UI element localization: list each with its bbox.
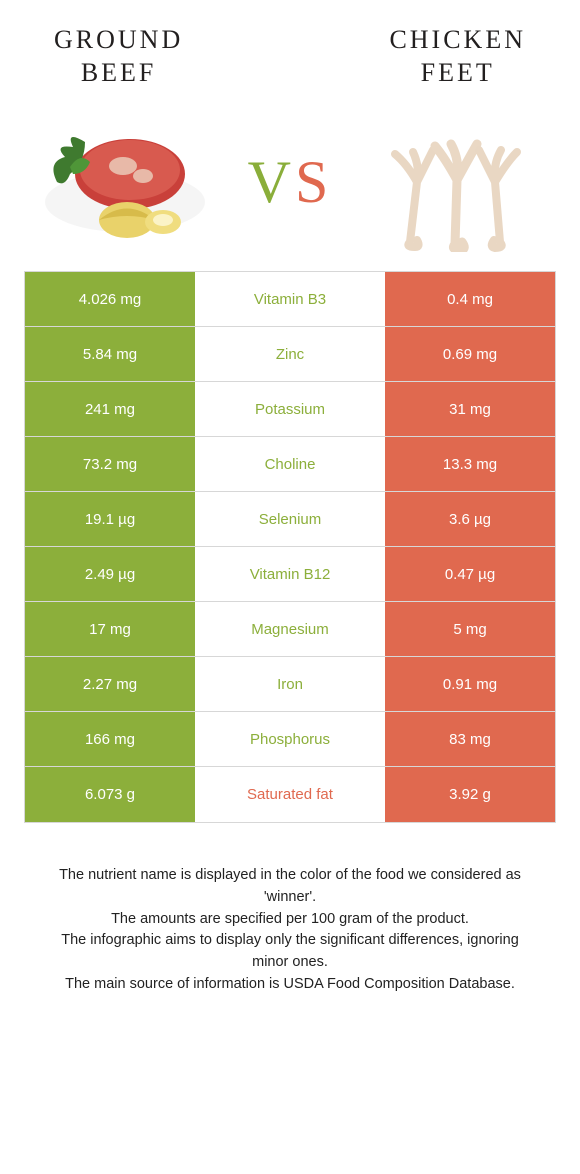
table-row: 4.026 mgVitamin B30.4 mg [25,272,555,327]
vs-label: VS [248,148,333,217]
right-food-line2: FEET [421,58,495,87]
table-row: 2.27 mgIron0.91 mg [25,657,555,712]
left-value: 2.49 µg [25,547,195,601]
table-row: 6.073 gSaturated fat3.92 g [25,767,555,822]
header: GROUND BEEF CHICKEN FEET [24,24,556,89]
left-value: 19.1 µg [25,492,195,546]
infographic-container: GROUND BEEF CHICKEN FEET V [0,0,580,996]
images-row: VS [24,107,556,257]
right-value: 0.47 µg [385,547,555,601]
nutrient-label: Choline [195,437,385,491]
footer-notes: The nutrient name is displayed in the co… [24,865,556,996]
nutrient-label: Iron [195,657,385,711]
nutrient-label: Saturated fat [195,767,385,822]
nutrient-table: 4.026 mgVitamin B30.4 mg5.84 mgZinc0.69 … [24,271,556,823]
right-value: 13.3 mg [385,437,555,491]
right-value: 0.4 mg [385,272,555,326]
footer-line-2: The amounts are specified per 100 gram o… [42,909,538,931]
footer-line-4: The main source of information is USDA F… [42,974,538,996]
right-value: 0.91 mg [385,657,555,711]
right-food-line1: CHICKEN [389,25,526,54]
left-value: 4.026 mg [25,272,195,326]
nutrient-label: Phosphorus [195,712,385,766]
table-row: 241 mgPotassium31 mg [25,382,555,437]
left-value: 241 mg [25,382,195,436]
left-value: 5.84 mg [25,327,195,381]
table-row: 166 mgPhosphorus83 mg [25,712,555,767]
chicken-feet-image [360,107,550,257]
nutrient-label: Potassium [195,382,385,436]
table-row: 17 mgMagnesium5 mg [25,602,555,657]
nutrient-label: Vitamin B12 [195,547,385,601]
nutrient-label: Magnesium [195,602,385,656]
right-food-title: CHICKEN FEET [389,24,526,89]
nutrient-label: Selenium [195,492,385,546]
nutrient-label: Vitamin B3 [195,272,385,326]
right-value: 31 mg [385,382,555,436]
left-value: 166 mg [25,712,195,766]
left-food-title: GROUND BEEF [54,24,183,89]
table-row: 2.49 µgVitamin B120.47 µg [25,547,555,602]
left-food-line1: GROUND [54,25,183,54]
right-value: 83 mg [385,712,555,766]
right-value: 0.69 mg [385,327,555,381]
table-row: 5.84 mgZinc0.69 mg [25,327,555,382]
left-value: 73.2 mg [25,437,195,491]
footer-line-1: The nutrient name is displayed in the co… [42,865,538,909]
right-value: 5 mg [385,602,555,656]
left-food-line2: BEEF [81,58,157,87]
left-value: 2.27 mg [25,657,195,711]
ground-beef-image [30,107,220,257]
footer-line-3: The infographic aims to display only the… [42,930,538,974]
vs-s: S [295,149,332,215]
nutrient-label: Zinc [195,327,385,381]
left-value: 6.073 g [25,767,195,822]
table-row: 73.2 mgCholine13.3 mg [25,437,555,492]
left-value: 17 mg [25,602,195,656]
right-value: 3.6 µg [385,492,555,546]
right-value: 3.92 g [385,767,555,822]
vs-v: V [248,149,295,215]
table-row: 19.1 µgSelenium3.6 µg [25,492,555,547]
